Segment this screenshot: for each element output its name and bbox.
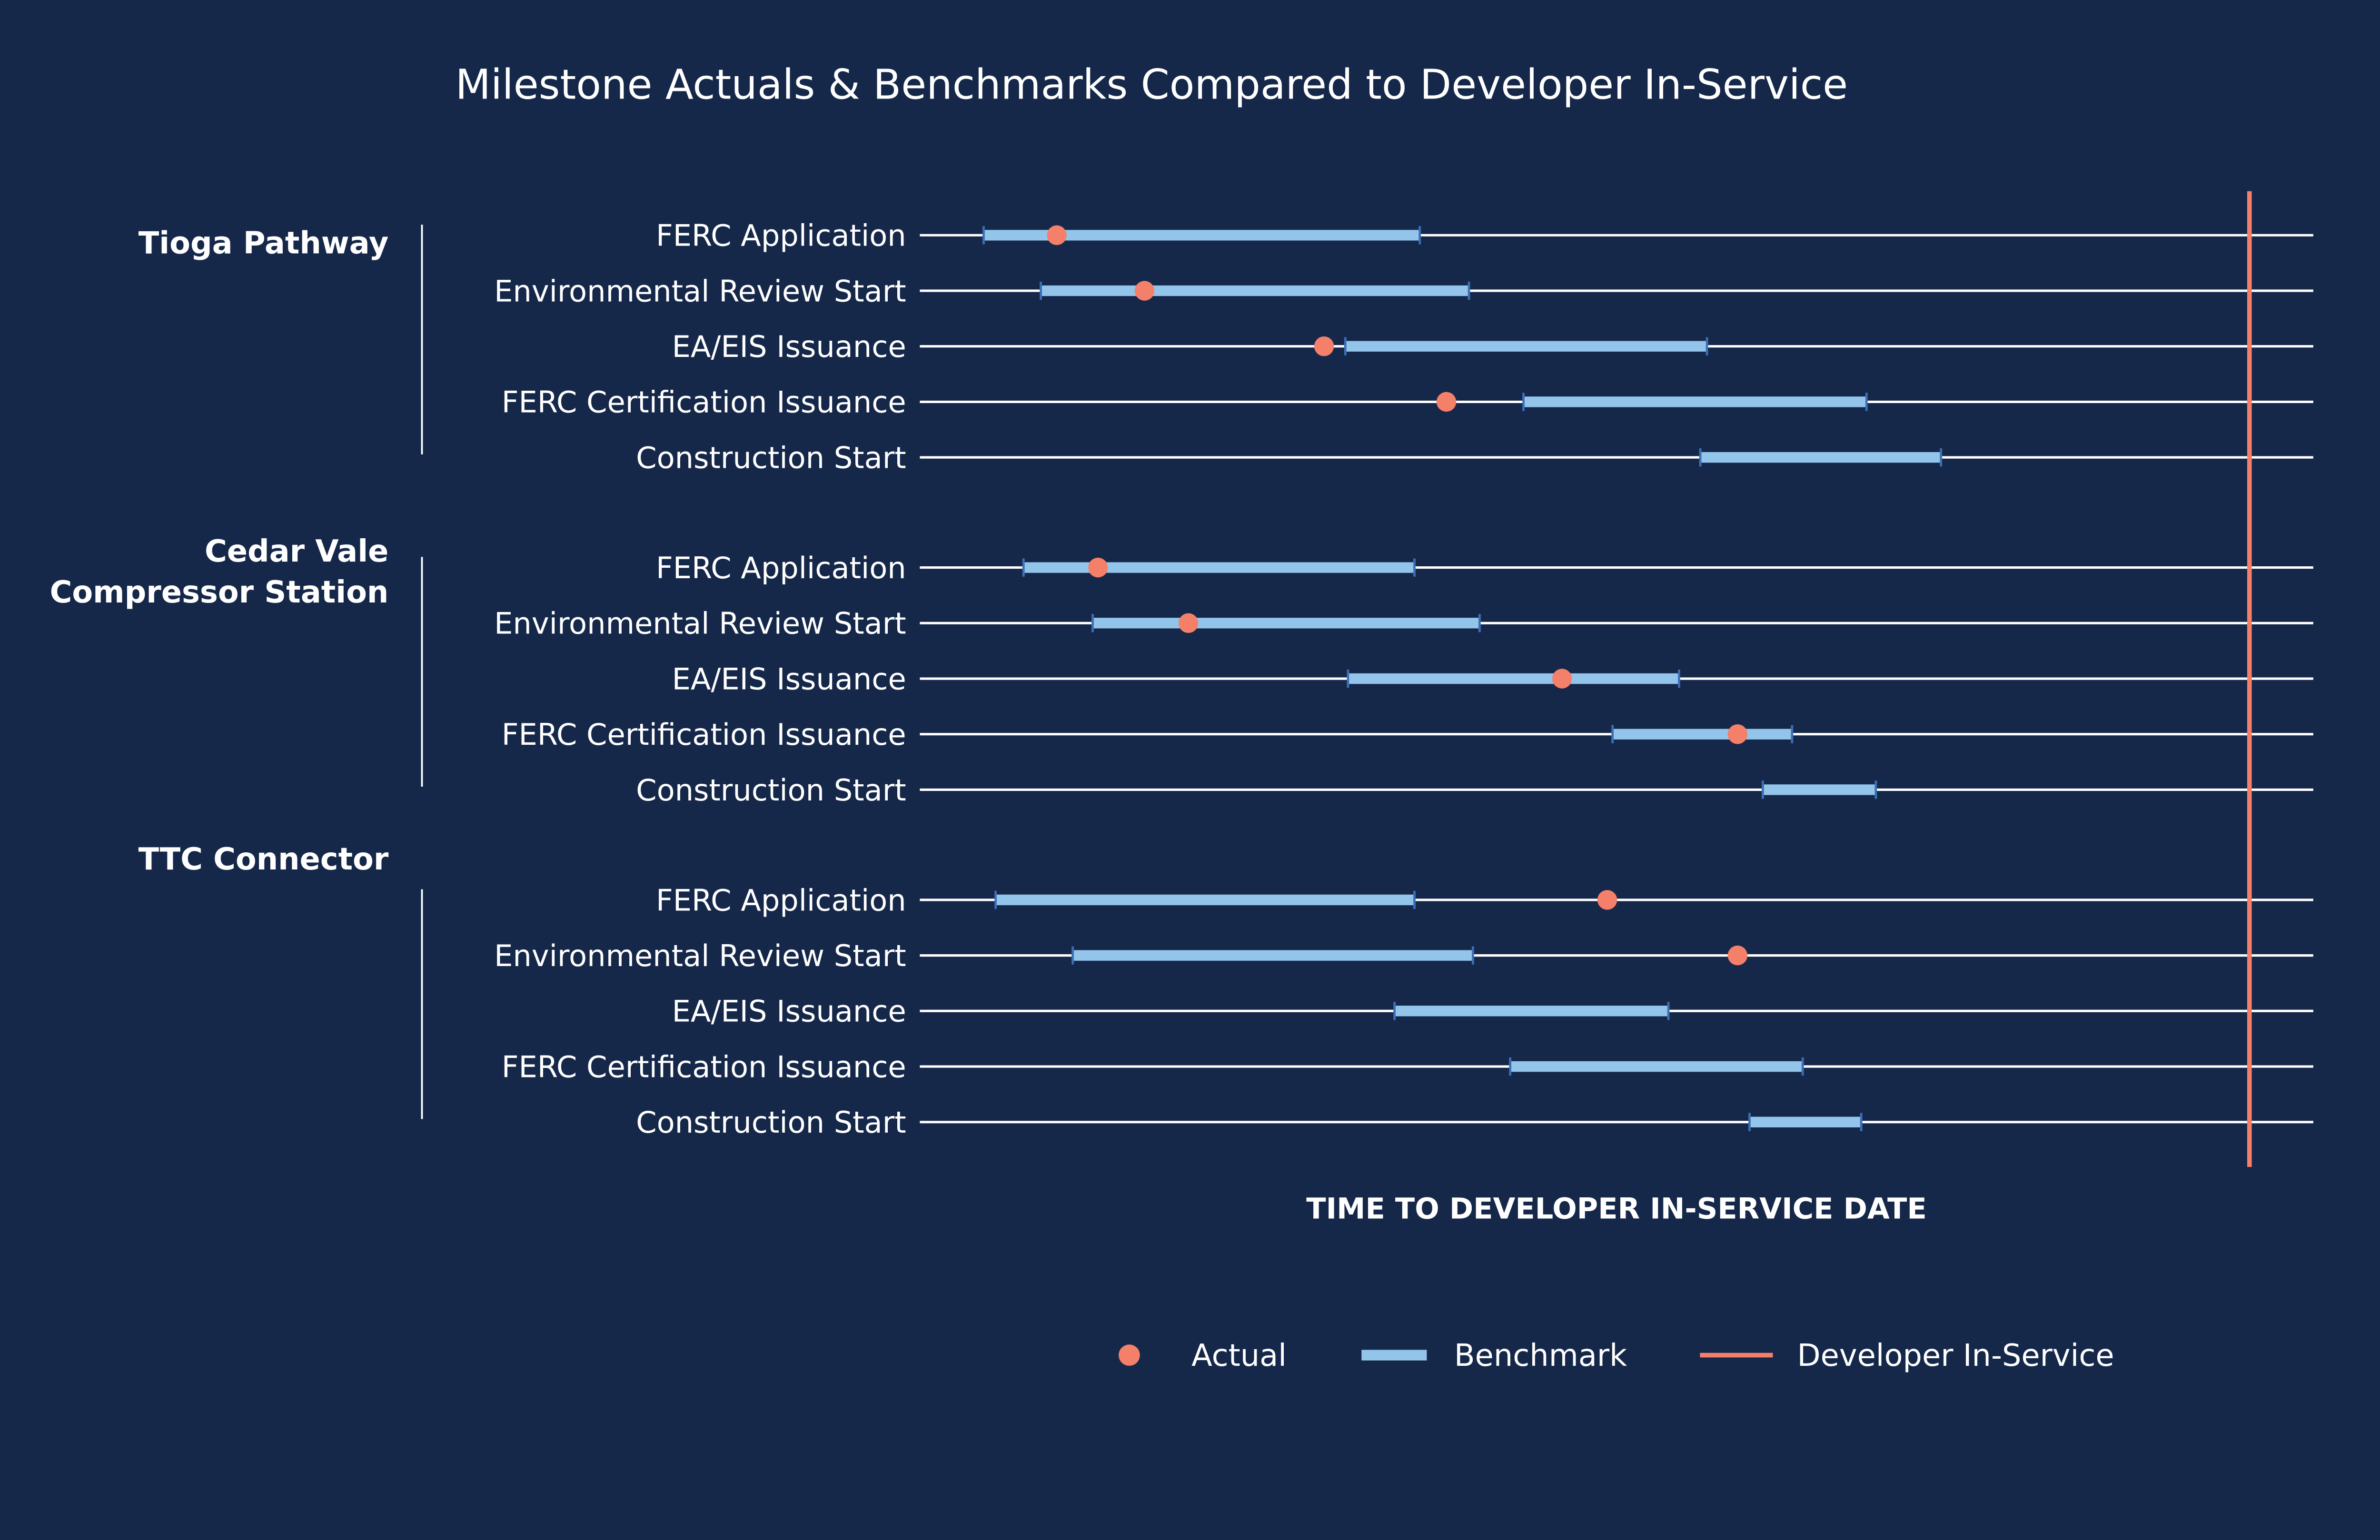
- benchmark-bar: [1345, 341, 1707, 352]
- group-cedar-vale-compressor-station: Cedar Vale Compressor Station FERC Applica…: [50, 534, 2313, 808]
- group-label: Tioga Pathway: [139, 226, 389, 261]
- benchmark-bar: [1394, 1006, 1669, 1017]
- benchmark-bar: [1510, 1061, 1803, 1072]
- milestone-label: Construction Start: [636, 1105, 906, 1140]
- benchmark-bar: [1023, 562, 1415, 573]
- group-label: TTC Connector: [139, 842, 389, 877]
- actual-dot: [1727, 945, 1748, 966]
- actual-dot: [1134, 281, 1155, 301]
- benchmark-bar: [1612, 729, 1792, 740]
- benchmark-bar: [983, 230, 1420, 241]
- milestone-label: Environmental Review Start: [494, 938, 906, 973]
- milestone-label: EA/EIS Issuance: [672, 994, 906, 1029]
- benchmark-bar: [995, 894, 1415, 906]
- milestone-label: FERC Certification Issuance: [502, 385, 906, 420]
- benchmark-bar: [1041, 285, 1469, 296]
- legend-benchmark-label: Benchmark: [1454, 1338, 1627, 1373]
- milestone-label: Environmental Review Start: [494, 606, 906, 641]
- actual-dot: [1178, 613, 1199, 633]
- milestone-label: EA/EIS Issuance: [672, 661, 906, 696]
- actual-dot: [1088, 557, 1108, 578]
- actual-dot: [1314, 336, 1334, 356]
- milestone-label: FERC Application: [656, 883, 906, 918]
- legend-in-service-label: Developer In-Service: [1797, 1338, 2114, 1373]
- milestone-label: FERC Certification Issuance: [502, 1049, 906, 1084]
- milestone-label: FERC Application: [656, 218, 906, 253]
- actual-dot: [1552, 669, 1572, 689]
- milestone-label: EA/EIS Issuance: [672, 329, 906, 364]
- actual-dot: [1727, 724, 1748, 744]
- milestone-label: Construction Start: [636, 440, 906, 475]
- legend-actual-label: Actual: [1191, 1338, 1287, 1373]
- group-label: Compressor Station: [50, 575, 389, 610]
- benchmark-bar: [1523, 396, 1867, 407]
- milestone-chart: Milestone Actuals & Benchmarks Compared …: [0, 0, 2380, 1434]
- group-tioga-pathway: Tioga Pathway FERC Application Environment…: [139, 218, 2313, 475]
- background: [0, 0, 2380, 1434]
- milestone-label: Environmental Review Start: [494, 274, 906, 308]
- actual-dot: [1047, 225, 1067, 245]
- benchmark-bar: [1092, 618, 1480, 629]
- actual-dot: [1597, 890, 1617, 910]
- x-axis-label: TIME TO DEVELOPER IN-SERVICE DATE: [1306, 1193, 1926, 1226]
- legend: Actual Benchmark Developer In-Service: [1119, 1338, 2114, 1373]
- benchmark-bar: [1763, 784, 1876, 795]
- legend-actual-dot: [1119, 1344, 1140, 1366]
- group-label: Cedar Vale: [205, 534, 388, 569]
- milestone-label: FERC Certification Issuance: [502, 717, 906, 752]
- milestone-label: FERC Application: [656, 551, 906, 585]
- actual-dot: [1436, 392, 1457, 412]
- benchmark-bar: [1348, 673, 1679, 684]
- benchmark-bar: [1072, 950, 1473, 961]
- milestone-label: Construction Start: [636, 773, 906, 808]
- benchmark-bar: [1700, 452, 1941, 463]
- legend-benchmark-bar: [1361, 1350, 1427, 1361]
- benchmark-bar: [1749, 1116, 1862, 1127]
- group-ttc-connector: TTC Connector FERC Application Environment…: [139, 842, 2313, 1140]
- chart-title: Milestone Actuals & Benchmarks Compared …: [456, 61, 1848, 109]
